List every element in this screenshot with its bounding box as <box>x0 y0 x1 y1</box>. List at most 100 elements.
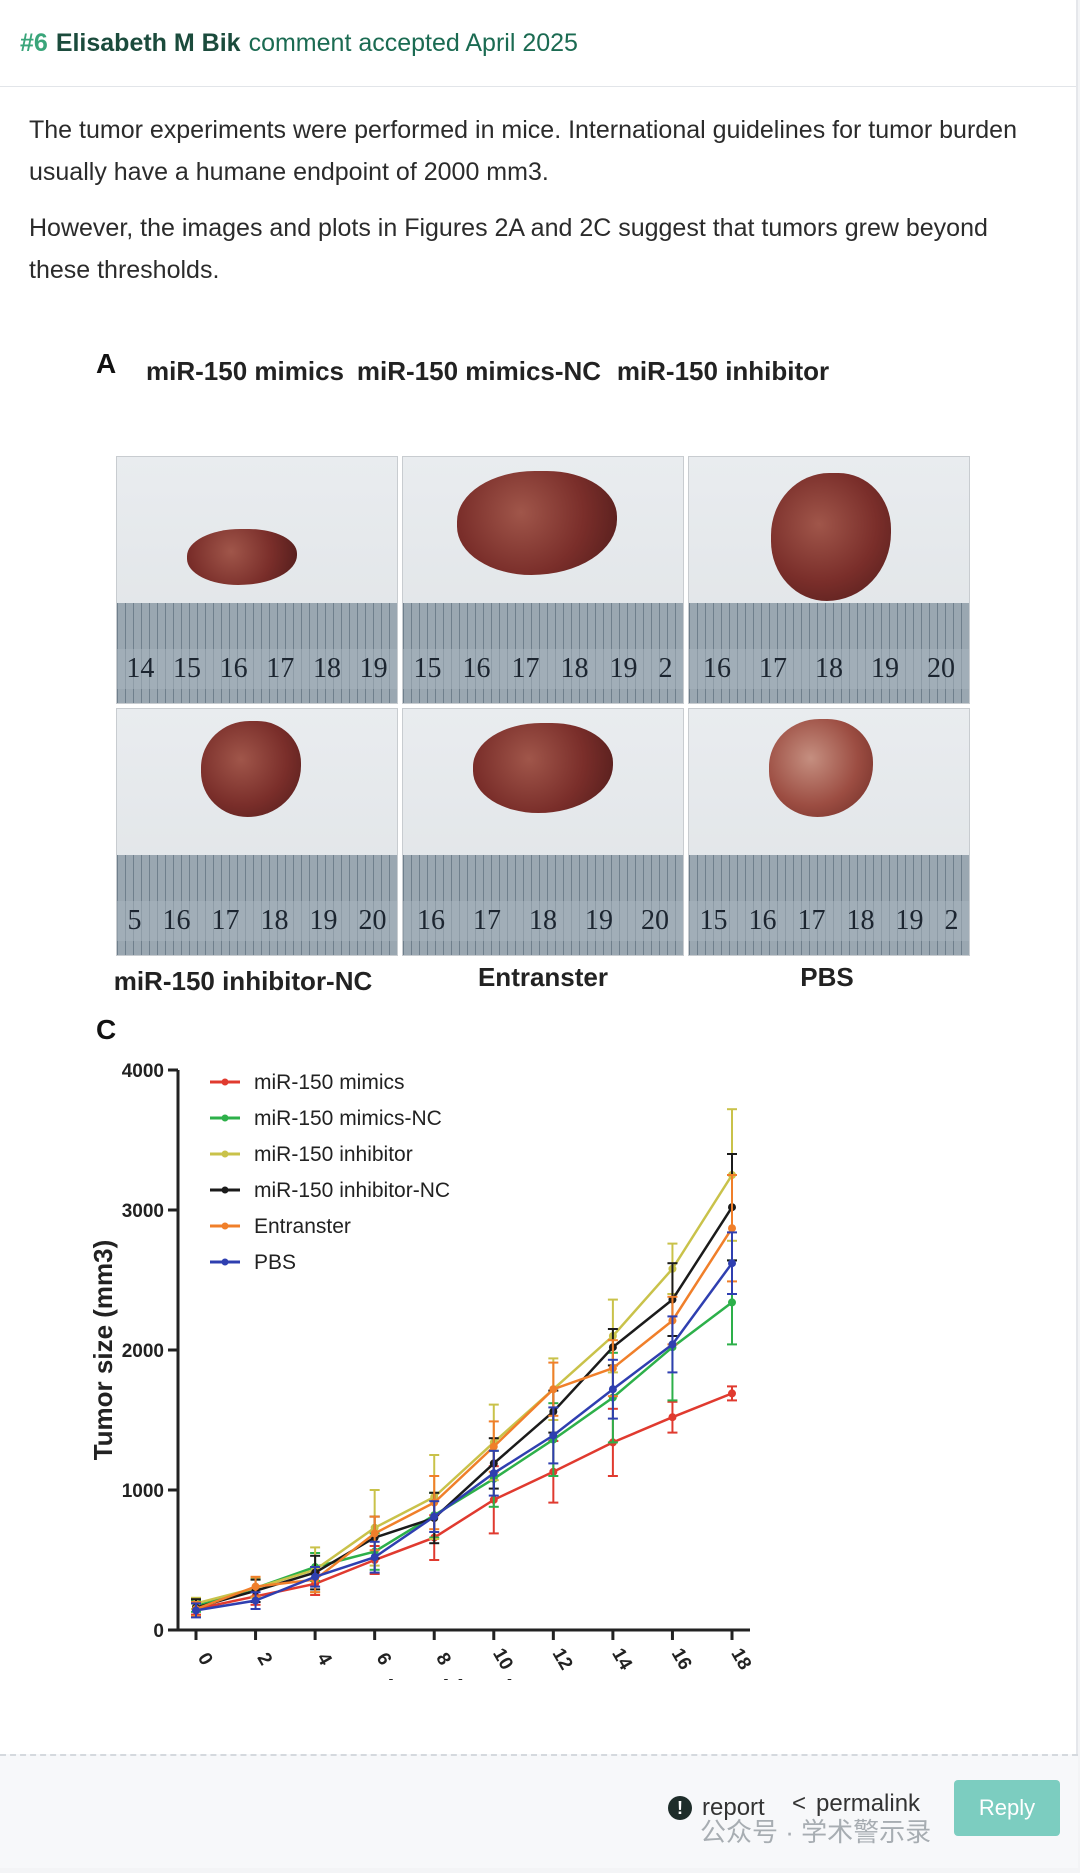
ruler-num: 16 <box>703 653 731 684</box>
legend-marker <box>221 1186 229 1194</box>
panel-a-letter: A <box>96 348 117 379</box>
series-line <box>195 1301 733 1608</box>
tumor-growth-chart: 0 1000 2000 3000 4000 0 2 4 6 8 10 12 14 16 18 Time (da… <box>88 1020 990 1740</box>
ruler-num: 18 <box>529 905 557 936</box>
x-axis-label: Time (days) <box>372 1674 516 1680</box>
ruler-num: 14 <box>126 653 155 684</box>
data-point <box>311 1572 320 1581</box>
share-icon: < <box>792 1790 807 1817</box>
ruler-num: 20 <box>641 905 669 936</box>
legend-marker <box>221 1150 229 1158</box>
x-tick-label: 14 <box>607 1645 636 1674</box>
comment-body: The tumor experiments were performed in … <box>0 87 1076 291</box>
figure-image: A miR-150 mimics miR-150 mimics-NC miR-1… <box>88 348 990 1704</box>
comment-status: comment accepted April 2025 <box>248 28 578 57</box>
x-tick-label: 8 <box>431 1649 454 1669</box>
tumor-photo-pbs: 15 16 17 18 19 2 <box>688 708 970 956</box>
data-point <box>370 1553 379 1562</box>
data-point <box>608 1385 617 1394</box>
ruler-num: 17 <box>797 905 826 936</box>
ruler-num: 20 <box>927 653 955 684</box>
data-point <box>728 1259 736 1268</box>
label-mimics: miR-150 mimics <box>146 356 344 386</box>
data-point <box>489 1442 498 1451</box>
ruler-num: 17 <box>511 653 540 684</box>
legend-marker <box>221 1114 229 1122</box>
y-tick-label: 2000 <box>122 1341 164 1362</box>
x-tick-label: 12 <box>548 1645 577 1674</box>
x-tick-label: 10 <box>488 1645 517 1674</box>
series-line <box>195 1206 734 1609</box>
data-point <box>728 1389 736 1398</box>
series-line <box>195 1174 734 1605</box>
ruler-num: 2 <box>944 905 959 936</box>
comment-header: #6 Elisabeth M Bik comment accepted Apri… <box>0 0 1076 87</box>
ruler-num: 15 <box>413 653 442 684</box>
legend-marker <box>221 1078 229 1086</box>
ruler-num: 5 <box>127 905 142 936</box>
data-point <box>489 1469 498 1478</box>
data-point <box>251 1596 260 1605</box>
x-tick-label: 0 <box>193 1649 216 1669</box>
label-inhibitor: miR-150 inhibitor <box>616 356 830 386</box>
y-tick-label: 0 <box>153 1621 164 1642</box>
ruler-num: 19 <box>871 653 899 684</box>
data-point <box>549 1385 558 1394</box>
permalink-label: permalink <box>816 1790 921 1817</box>
label-pbs: PBS <box>800 962 854 992</box>
legend-label: miR-150 inhibitor <box>254 1143 413 1166</box>
x-tick-label: 16 <box>667 1645 696 1674</box>
ruler-num: 16 <box>219 653 248 684</box>
ruler-num: 19 <box>895 905 924 936</box>
ruler-num: 19 <box>585 905 613 936</box>
report-label: report <box>702 1794 765 1821</box>
series-line <box>195 1262 734 1612</box>
ruler-num: 17 <box>473 905 501 936</box>
comment-paragraph-1: The tumor experiments were performed in … <box>29 116 1017 186</box>
ruler-num: 17 <box>211 905 240 936</box>
legend-label: PBS <box>254 1251 296 1274</box>
legend-label: miR-150 mimics <box>254 1071 405 1094</box>
permalink-button[interactable]: < permalink <box>792 1790 920 1818</box>
alert-icon: ! <box>668 1796 692 1820</box>
ruler-num: 18 <box>312 653 341 684</box>
tumor-photo-mimics: 14 15 16 17 18 19 <box>116 456 398 704</box>
comment-footer: ! report < permalink Reply <box>0 1754 1078 1868</box>
ruler-num: 19 <box>359 653 388 684</box>
data-point <box>728 1298 736 1307</box>
chart-svg: 0 1000 2000 3000 4000 0 2 4 6 8 10 12 14 16 18 Time (da… <box>88 1061 755 1704</box>
reply-button[interactable]: Reply <box>954 1780 1060 1836</box>
report-button[interactable]: ! report <box>668 1794 765 1822</box>
ruler-num: 16 <box>748 905 777 936</box>
data-point <box>430 1512 439 1521</box>
data-point <box>668 1413 677 1422</box>
watermark-text: 公众号 · 学术警示录 <box>700 1817 932 1847</box>
data-point <box>251 1582 260 1591</box>
comment-author[interactable]: Elisabeth M Bik <box>55 28 241 57</box>
ruler-num: 16 <box>417 905 445 936</box>
ruler-num: 18 <box>815 653 843 684</box>
tumor-photo-entranster: 16 17 18 19 20 <box>402 708 684 956</box>
label-entranster: Entranster <box>477 962 609 992</box>
series-line <box>195 1392 733 1611</box>
ruler-num: 17 <box>266 653 295 684</box>
data-point <box>728 1224 736 1233</box>
y-axis-label: Tumor size (mm3) <box>90 1240 118 1461</box>
ruler-num: 19 <box>609 653 638 684</box>
y-tick-label: 3000 <box>122 1201 164 1222</box>
ruler-num: 16 <box>462 653 491 684</box>
x-tick-label: 6 <box>372 1649 395 1669</box>
comment-paragraph-2: However, the images and plots in Figures… <box>29 214 988 284</box>
ruler-num: 2 <box>658 653 673 684</box>
data-point <box>370 1529 379 1538</box>
comment-number[interactable]: #6 <box>20 28 48 57</box>
legend-marker <box>221 1258 229 1266</box>
ruler-num: 15 <box>172 653 201 684</box>
x-tick-label: 4 <box>312 1649 336 1669</box>
ruler-num: 20 <box>358 905 387 936</box>
legend-label: Entranster <box>254 1215 351 1238</box>
ruler-num: 16 <box>162 905 191 936</box>
tumor-photo-inhibitor-nc: 5 16 17 18 19 20 <box>116 708 398 956</box>
legend-marker <box>221 1222 229 1230</box>
